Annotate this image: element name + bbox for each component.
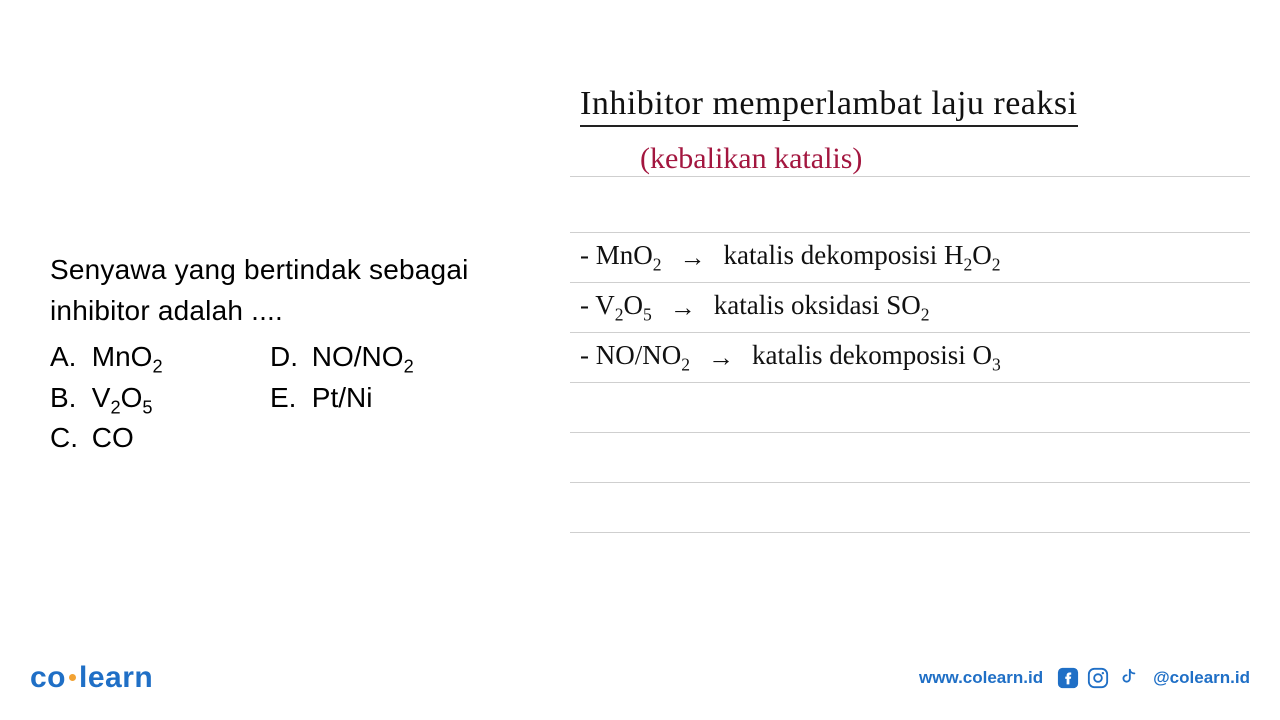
option-a-letter: A. [50, 341, 84, 373]
note-item-3-lhs: - NO/NO2 [580, 340, 690, 375]
arrow-icon: → [670, 293, 696, 323]
option-c-letter: C. [50, 422, 84, 454]
option-b-text: V2O5 [92, 382, 153, 413]
option-e-text: Pt/Ni [312, 382, 373, 413]
ruled-empty-1 [570, 383, 1250, 433]
option-b-letter: B. [50, 382, 84, 414]
tiktok-icon [1117, 667, 1139, 689]
logo-dot-icon [69, 674, 76, 681]
notes-subheading-row: (kebalikan katalis) [570, 133, 1250, 177]
handwritten-notes: Inhibitor memperlambat laju reaksi (keba… [570, 85, 1250, 533]
option-d: D. NO/NO2 [270, 341, 490, 378]
note-item-1-lhs: - MnO2 [580, 240, 662, 275]
facebook-icon [1057, 667, 1079, 689]
footer-handle: @colearn.id [1153, 668, 1250, 688]
notes-subheading: (kebalikan katalis) [580, 142, 862, 176]
note-item-2-lhs: - V2O5 [580, 290, 652, 325]
ruled-empty-2 [570, 433, 1250, 483]
option-c-text: CO [92, 422, 134, 453]
option-e-letter: E. [270, 382, 304, 414]
logo-left: co [30, 661, 66, 694]
brand-logo: colearn [30, 661, 153, 695]
option-c: C. CO [50, 422, 270, 454]
option-d-letter: D. [270, 341, 304, 373]
option-d-text: NO/NO2 [312, 341, 414, 372]
option-b: B. V2O5 [50, 382, 270, 419]
ruled-lines: (kebalikan katalis) - MnO2 → katalis dek… [570, 133, 1250, 533]
note-item-3: - NO/NO2 → katalis dekomposisi O3 [570, 333, 1250, 383]
options-grid: A. MnO2 D. NO/NO2 B. V2O5 E. Pt/Ni C. CO [50, 341, 530, 454]
footer: colearn www.colearn.id @colearn.id [0, 658, 1280, 698]
ruled-spacer [570, 177, 1250, 233]
arrow-icon: → [708, 343, 734, 373]
page: Senyawa yang bertindak sebagai inhibitor… [0, 0, 1280, 720]
arrow-icon: → [680, 243, 706, 273]
note-item-2: - V2O5 → katalis oksidasi SO2 [570, 283, 1250, 333]
note-item-1-rhs: katalis dekomposisi H2O2 [724, 240, 1001, 275]
footer-right: www.colearn.id @colearn.id [919, 667, 1250, 689]
instagram-icon [1087, 667, 1109, 689]
logo-right: learn [79, 661, 153, 694]
notes-heading: Inhibitor memperlambat laju reaksi [570, 85, 1250, 127]
option-a: A. MnO2 [50, 341, 270, 378]
question-block: Senyawa yang bertindak sebagai inhibitor… [50, 250, 530, 454]
social-icons [1057, 667, 1139, 689]
ruled-empty-3 [570, 483, 1250, 533]
note-item-3-rhs: katalis dekomposisi O3 [752, 340, 1001, 375]
question-prompt: Senyawa yang bertindak sebagai inhibitor… [50, 250, 530, 331]
footer-url: www.colearn.id [919, 668, 1043, 688]
note-item-2-rhs: katalis oksidasi SO2 [714, 290, 930, 325]
option-e: E. Pt/Ni [270, 382, 490, 419]
note-item-1: - MnO2 → katalis dekomposisi H2O2 [570, 233, 1250, 283]
option-a-text: MnO2 [92, 341, 163, 372]
